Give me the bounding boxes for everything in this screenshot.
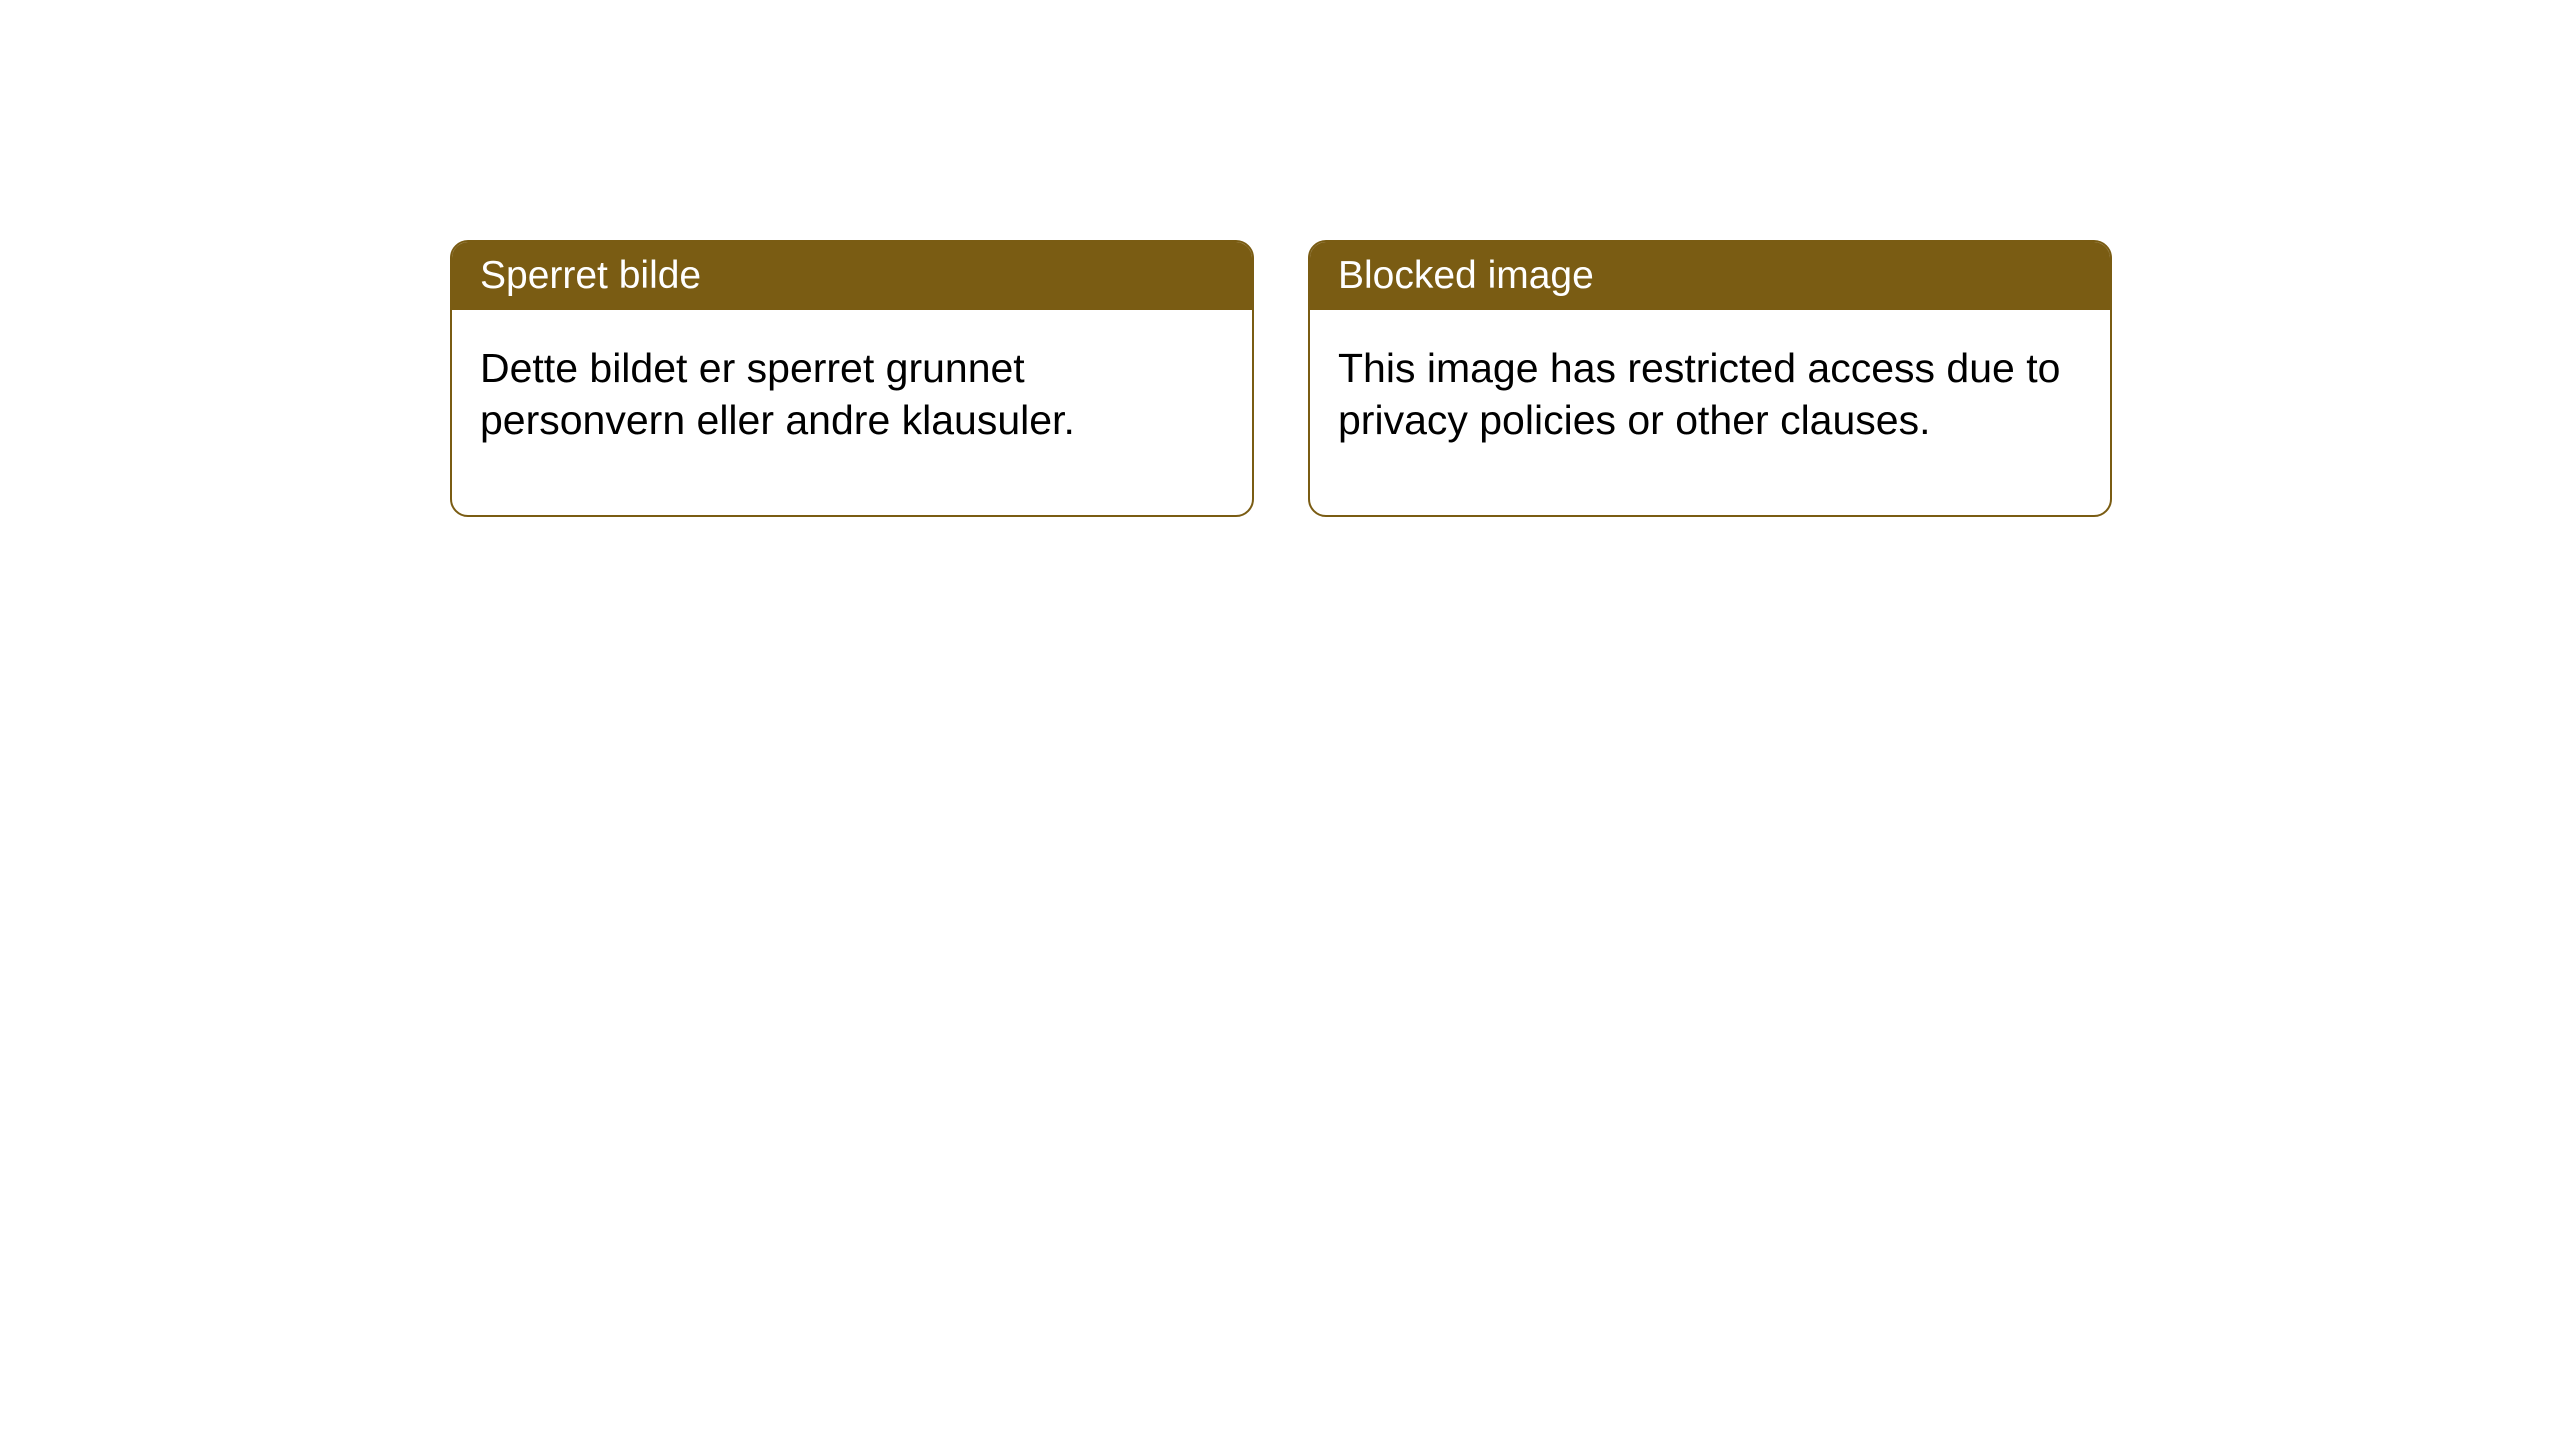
notice-title: Sperret bilde bbox=[480, 254, 701, 297]
notice-card-no: Sperret bilde Dette bildet er sperret gr… bbox=[450, 240, 1254, 517]
notice-title: Blocked image bbox=[1338, 254, 1594, 297]
notice-body-text: This image has restricted access due to … bbox=[1338, 345, 2060, 443]
notice-container: Sperret bilde Dette bildet er sperret gr… bbox=[450, 240, 2112, 517]
notice-body-text: Dette bildet er sperret grunnet personve… bbox=[480, 345, 1075, 443]
notice-card-en: Blocked image This image has restricted … bbox=[1308, 240, 2112, 517]
notice-card-header: Sperret bilde bbox=[452, 242, 1252, 310]
notice-card-header: Blocked image bbox=[1310, 242, 2110, 310]
notice-card-body: This image has restricted access due to … bbox=[1310, 310, 2110, 515]
notice-card-body: Dette bildet er sperret grunnet personve… bbox=[452, 310, 1252, 515]
